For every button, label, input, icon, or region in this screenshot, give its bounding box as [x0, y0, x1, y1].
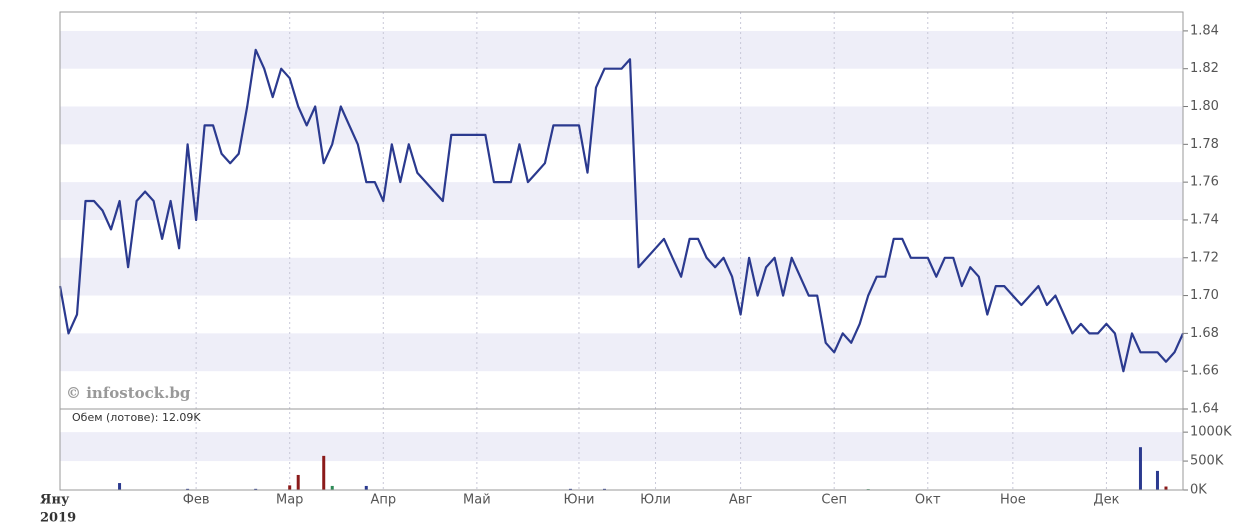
x-tick-label: Ное: [1000, 493, 1026, 508]
volume-bar: [296, 474, 300, 490]
y-tick-label: 1.84: [1190, 23, 1219, 38]
volume-bar: [254, 488, 258, 490]
grid-band: [60, 257, 1183, 296]
x-tick-label: Сеп: [821, 493, 847, 508]
grid-band: [60, 333, 1183, 372]
grid-band: [60, 106, 1183, 145]
volume-bar: [568, 488, 572, 490]
x-tick-label: Дек: [1093, 493, 1119, 508]
volume-label: Обем (лотове): 12.09K: [72, 411, 201, 424]
volume-bar: [288, 485, 292, 490]
year-label: 2019: [40, 511, 76, 526]
volume-bar: [602, 488, 606, 490]
x-tick-label: Авг: [729, 493, 753, 508]
y-tick-label: 1000K: [1190, 425, 1232, 440]
watermark: © infostock.bg: [66, 384, 191, 402]
volume-bar: [1138, 447, 1142, 490]
y-tick-label: 1.74: [1190, 212, 1219, 227]
volume-bar: [1155, 470, 1159, 490]
x-tick-label: Мар: [276, 493, 303, 508]
y-tick-label: 1.68: [1190, 326, 1219, 341]
y-tick-label: 0K: [1190, 483, 1207, 498]
y-tick-label: 1.66: [1190, 364, 1219, 379]
grid-band: [60, 432, 1183, 462]
x-tick-label: Юни: [563, 493, 594, 508]
price-line: [58, 48, 1185, 373]
y-tick-label: 1.82: [1190, 61, 1219, 76]
x-tick-label: Окт: [915, 493, 941, 508]
volume-bar: [364, 485, 368, 490]
grid-band: [60, 30, 1183, 69]
x-tick-label: Юли: [640, 493, 671, 508]
y-tick-label: 1.78: [1190, 137, 1219, 152]
grid-band: [60, 182, 1183, 220]
x-tick-label: Май: [463, 493, 491, 508]
y-tick-label: 1.64: [1190, 402, 1219, 417]
y-tick-label: 1.70: [1190, 288, 1219, 303]
volume-bar: [186, 488, 190, 490]
x-tick-label: Фев: [183, 493, 210, 508]
volume-bar: [118, 483, 122, 490]
plot-frame: [59, 11, 1184, 491]
x-tick-label: Апр: [370, 493, 396, 508]
x-tick-label: Яну: [40, 493, 70, 508]
plot-bg: [60, 12, 1183, 490]
volume-bar: [1164, 486, 1168, 490]
volume-bar: [322, 455, 326, 490]
y-tick-label: 500K: [1190, 454, 1224, 469]
volume-bar: [330, 485, 334, 490]
y-tick-label: 1.80: [1190, 99, 1219, 114]
y-tick-label: 1.76: [1190, 175, 1219, 190]
y-tick-label: 1.72: [1190, 250, 1219, 265]
